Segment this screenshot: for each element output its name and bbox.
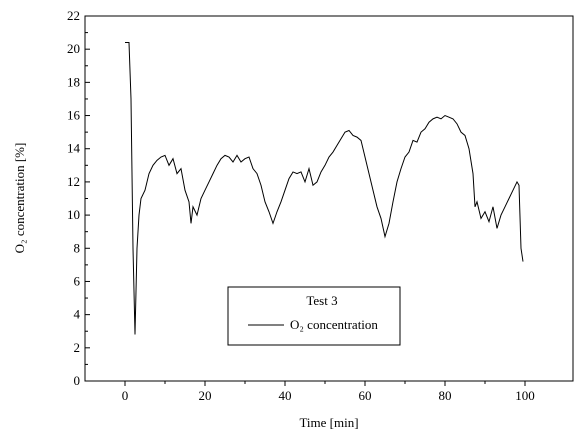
- legend-title: Test 3: [306, 293, 337, 308]
- y-tick-label: 0: [74, 373, 81, 388]
- y-axis-label: O₂ concentration [%]: [12, 143, 27, 254]
- y-tick-label: 10: [67, 207, 80, 222]
- x-tick-label: 100: [515, 388, 535, 403]
- x-tick-label: 0: [122, 388, 129, 403]
- y-tick-label: 12: [67, 174, 80, 189]
- data-line: [125, 42, 524, 335]
- y-tick-label: 2: [74, 340, 81, 355]
- y-tick-label: 6: [74, 273, 81, 288]
- x-tick-label: 40: [279, 388, 292, 403]
- x-tick-label: 20: [199, 388, 212, 403]
- x-tick-label: 60: [359, 388, 372, 403]
- x-axis-label: Time [min]: [299, 415, 358, 430]
- y-tick-label: 8: [74, 240, 81, 255]
- y-tick-label: 16: [67, 108, 81, 123]
- y-tick-label: 4: [74, 307, 81, 322]
- x-tick-label: 80: [439, 388, 452, 403]
- y-tick-label: 20: [67, 41, 80, 56]
- y-tick-label: 14: [67, 141, 81, 156]
- y-tick-label: 18: [67, 74, 80, 89]
- y-tick-label: 22: [67, 8, 80, 23]
- legend-box: [227, 286, 401, 346]
- legend-label: O₂ concentration: [290, 317, 378, 332]
